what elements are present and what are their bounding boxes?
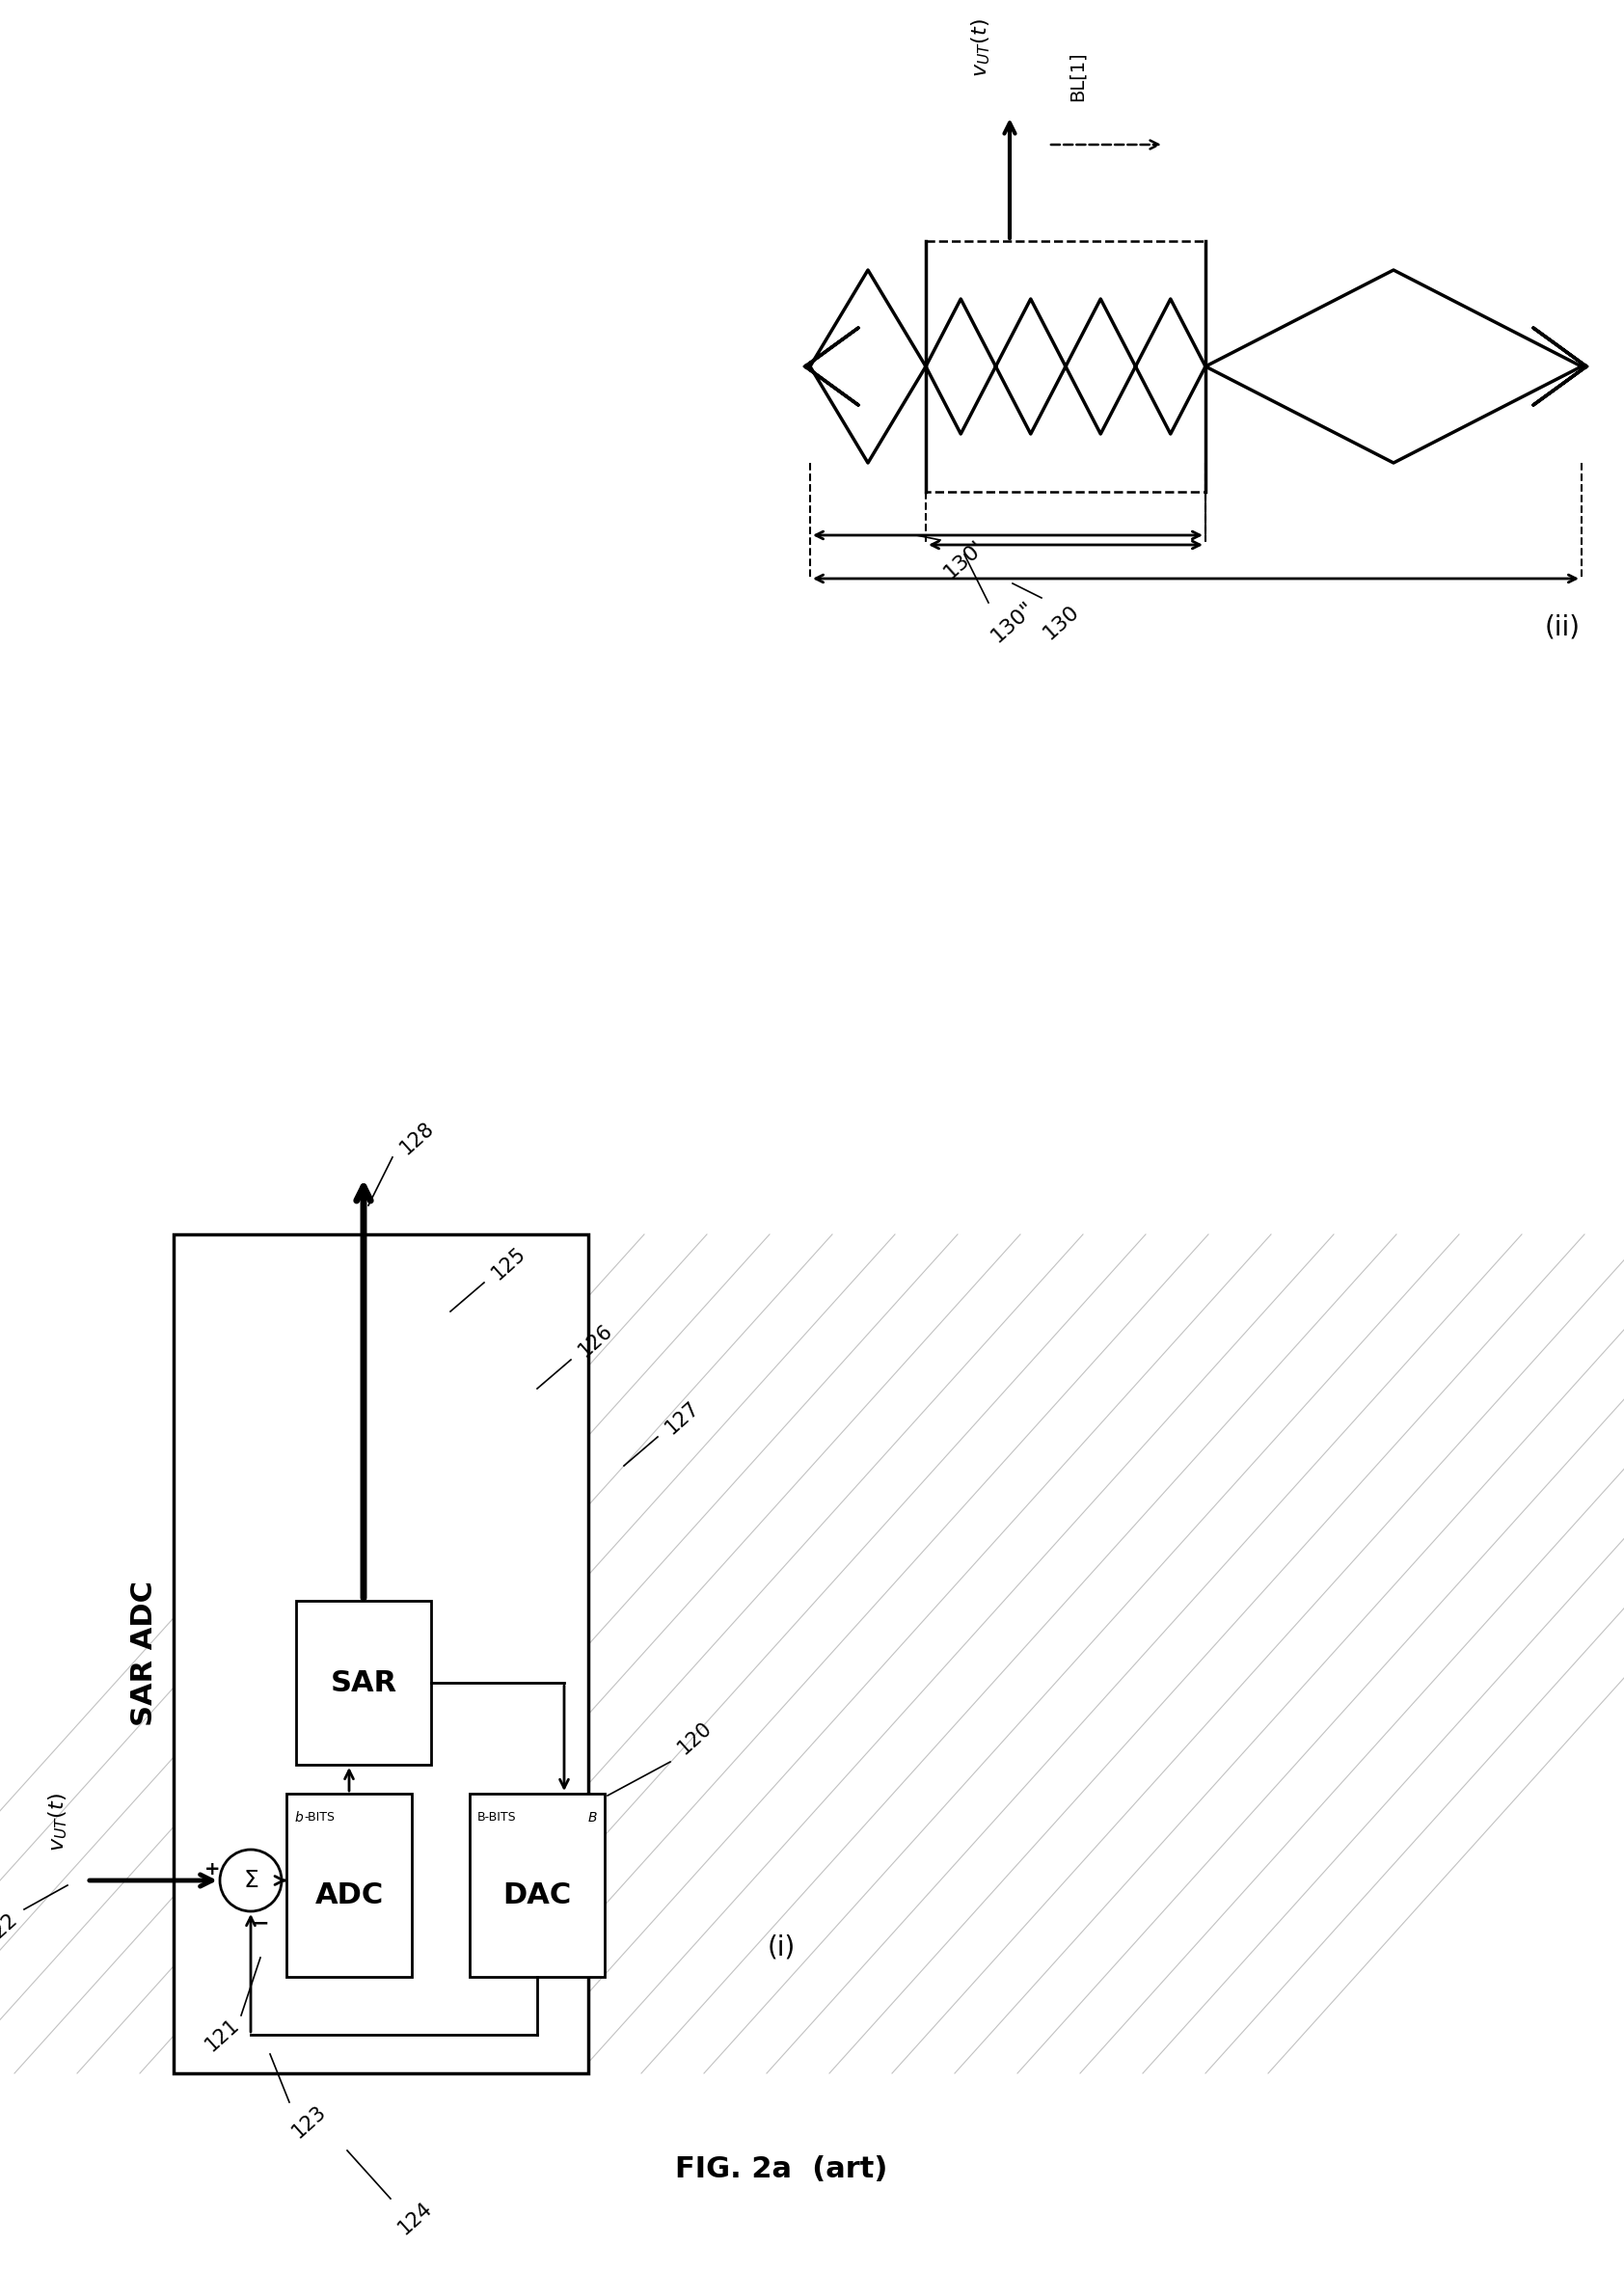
Text: FIG. 2a  (art): FIG. 2a (art) xyxy=(676,2155,887,2185)
Text: 130': 130' xyxy=(940,536,989,581)
Text: (i): (i) xyxy=(767,1935,796,1960)
FancyBboxPatch shape xyxy=(296,1601,430,1765)
Text: 126: 126 xyxy=(575,1319,615,1360)
FancyBboxPatch shape xyxy=(174,1235,588,2073)
Text: 121: 121 xyxy=(201,2014,242,2055)
Text: 123: 123 xyxy=(287,2101,330,2142)
FancyBboxPatch shape xyxy=(286,1794,412,1976)
Text: -BITS: -BITS xyxy=(304,1810,335,1824)
Text: −: − xyxy=(252,1912,270,1933)
Text: B-BITS: B-BITS xyxy=(477,1810,516,1824)
Text: $v_{UT}(t)$: $v_{UT}(t)$ xyxy=(47,1794,70,1851)
Text: SAR: SAR xyxy=(330,1669,396,1696)
Text: 122: 122 xyxy=(0,1908,21,1949)
Text: +: + xyxy=(205,1860,221,1878)
Text: 127: 127 xyxy=(661,1397,703,1438)
Text: (ii): (ii) xyxy=(1544,613,1580,640)
Text: DAC: DAC xyxy=(503,1880,572,1910)
Text: 130": 130" xyxy=(987,597,1038,647)
Text: ADC: ADC xyxy=(315,1880,383,1910)
Text: $v_{UT}(t)$: $v_{UT}(t)$ xyxy=(970,18,992,77)
Text: BL[1]: BL[1] xyxy=(1069,52,1086,102)
Text: 124: 124 xyxy=(395,2198,435,2237)
Text: B: B xyxy=(588,1810,598,1824)
Text: $\Sigma$: $\Sigma$ xyxy=(244,1869,258,1892)
Text: 130: 130 xyxy=(1039,602,1083,643)
Text: 125: 125 xyxy=(487,1242,529,1283)
Text: SAR ADC: SAR ADC xyxy=(130,1581,159,1726)
Text: b: b xyxy=(294,1810,302,1824)
Text: 128: 128 xyxy=(396,1117,437,1158)
FancyBboxPatch shape xyxy=(469,1794,604,1976)
Circle shape xyxy=(219,1849,281,1912)
Text: 120: 120 xyxy=(674,1717,715,1758)
